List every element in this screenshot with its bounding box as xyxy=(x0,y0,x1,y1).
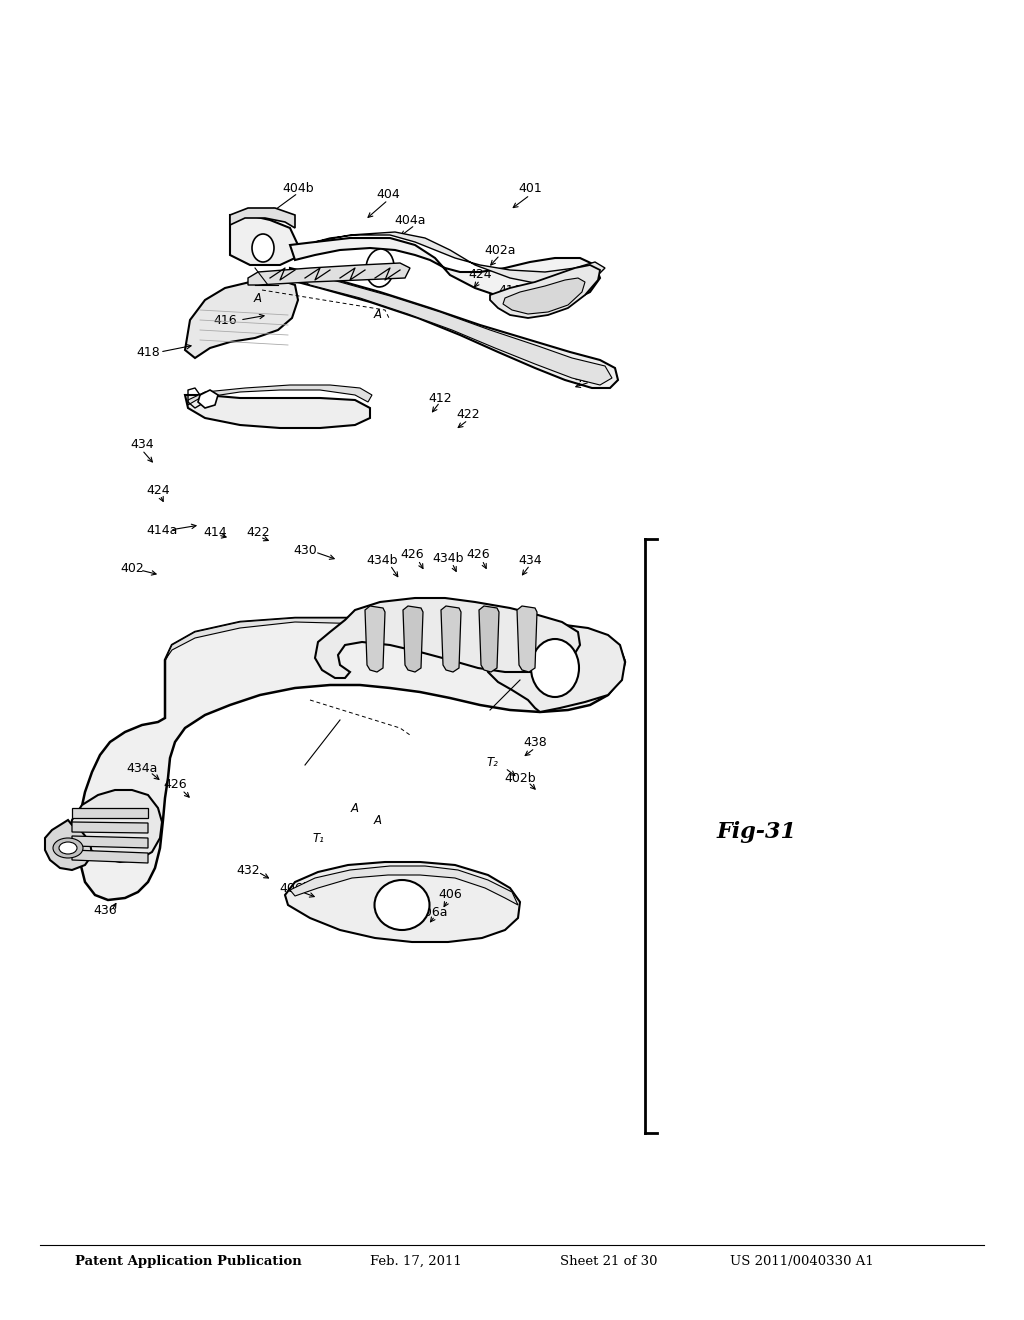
Text: 434b: 434b xyxy=(432,552,464,565)
Text: 424: 424 xyxy=(146,483,170,496)
Polygon shape xyxy=(165,618,625,660)
Text: 434: 434 xyxy=(130,438,154,451)
Polygon shape xyxy=(285,862,520,942)
Text: 402: 402 xyxy=(120,561,144,574)
Text: 402b: 402b xyxy=(504,771,536,784)
Text: A: A xyxy=(374,813,382,826)
Polygon shape xyxy=(479,606,499,672)
Polygon shape xyxy=(485,624,625,711)
Text: 426: 426 xyxy=(466,549,489,561)
Text: 434a: 434a xyxy=(126,762,158,775)
Text: 438: 438 xyxy=(523,735,547,748)
Polygon shape xyxy=(72,822,148,833)
Text: 414b: 414b xyxy=(574,371,606,384)
Text: A: A xyxy=(254,292,262,305)
Text: T₁: T₁ xyxy=(312,832,324,845)
Text: Patent Application Publication: Patent Application Publication xyxy=(75,1255,302,1267)
Polygon shape xyxy=(503,279,585,314)
Polygon shape xyxy=(315,232,605,285)
Ellipse shape xyxy=(252,234,274,261)
Polygon shape xyxy=(290,866,518,906)
Ellipse shape xyxy=(53,838,83,858)
Polygon shape xyxy=(68,789,162,862)
Text: 424: 424 xyxy=(468,268,492,281)
Text: 430: 430 xyxy=(293,544,316,557)
Ellipse shape xyxy=(375,880,429,931)
Text: A: A xyxy=(351,801,359,814)
Text: Sheet 21 of 30: Sheet 21 of 30 xyxy=(560,1255,657,1267)
Polygon shape xyxy=(365,606,385,672)
Polygon shape xyxy=(72,850,148,863)
Text: 426: 426 xyxy=(163,779,186,792)
Polygon shape xyxy=(517,606,537,672)
Polygon shape xyxy=(188,385,372,405)
Polygon shape xyxy=(230,215,298,265)
Text: 426: 426 xyxy=(400,549,424,561)
Polygon shape xyxy=(441,606,461,672)
Polygon shape xyxy=(78,618,625,900)
Polygon shape xyxy=(490,265,600,318)
Text: 422: 422 xyxy=(246,525,269,539)
Text: 412: 412 xyxy=(428,392,452,404)
Text: 406a: 406a xyxy=(416,906,447,919)
Polygon shape xyxy=(72,836,148,847)
Polygon shape xyxy=(248,263,410,285)
Text: A: A xyxy=(374,309,382,322)
Text: 432: 432 xyxy=(237,863,260,876)
Text: 402a: 402a xyxy=(484,243,516,256)
Polygon shape xyxy=(290,268,618,388)
Text: 416: 416 xyxy=(213,314,237,326)
Text: 410: 410 xyxy=(498,284,522,297)
Text: 434: 434 xyxy=(518,553,542,566)
Polygon shape xyxy=(230,209,295,228)
Text: 401: 401 xyxy=(518,181,542,194)
Text: 414a: 414a xyxy=(146,524,178,536)
Text: 414: 414 xyxy=(203,525,226,539)
Text: 406: 406 xyxy=(438,888,462,902)
Text: US 2011/0040330 A1: US 2011/0040330 A1 xyxy=(730,1255,873,1267)
Polygon shape xyxy=(185,395,370,428)
Polygon shape xyxy=(185,280,298,358)
Text: Feb. 17, 2011: Feb. 17, 2011 xyxy=(370,1255,462,1267)
Text: 404: 404 xyxy=(376,189,400,202)
Text: 404a: 404a xyxy=(394,214,426,227)
Polygon shape xyxy=(198,389,218,408)
Polygon shape xyxy=(315,598,580,678)
Text: 406b: 406b xyxy=(280,882,311,895)
Polygon shape xyxy=(290,238,600,305)
Polygon shape xyxy=(298,272,612,385)
Text: 418: 418 xyxy=(136,346,160,359)
Text: 436: 436 xyxy=(93,903,117,916)
Ellipse shape xyxy=(366,249,394,286)
Polygon shape xyxy=(72,808,148,818)
Text: 420: 420 xyxy=(523,298,547,312)
Text: 404b: 404b xyxy=(283,181,313,194)
Text: Fig-31: Fig-31 xyxy=(717,821,797,842)
Polygon shape xyxy=(45,820,92,870)
Text: 434b: 434b xyxy=(367,553,397,566)
Polygon shape xyxy=(403,606,423,672)
Ellipse shape xyxy=(59,842,77,854)
Text: T₂: T₂ xyxy=(486,755,498,768)
Text: 422: 422 xyxy=(456,408,480,421)
Ellipse shape xyxy=(531,639,579,697)
